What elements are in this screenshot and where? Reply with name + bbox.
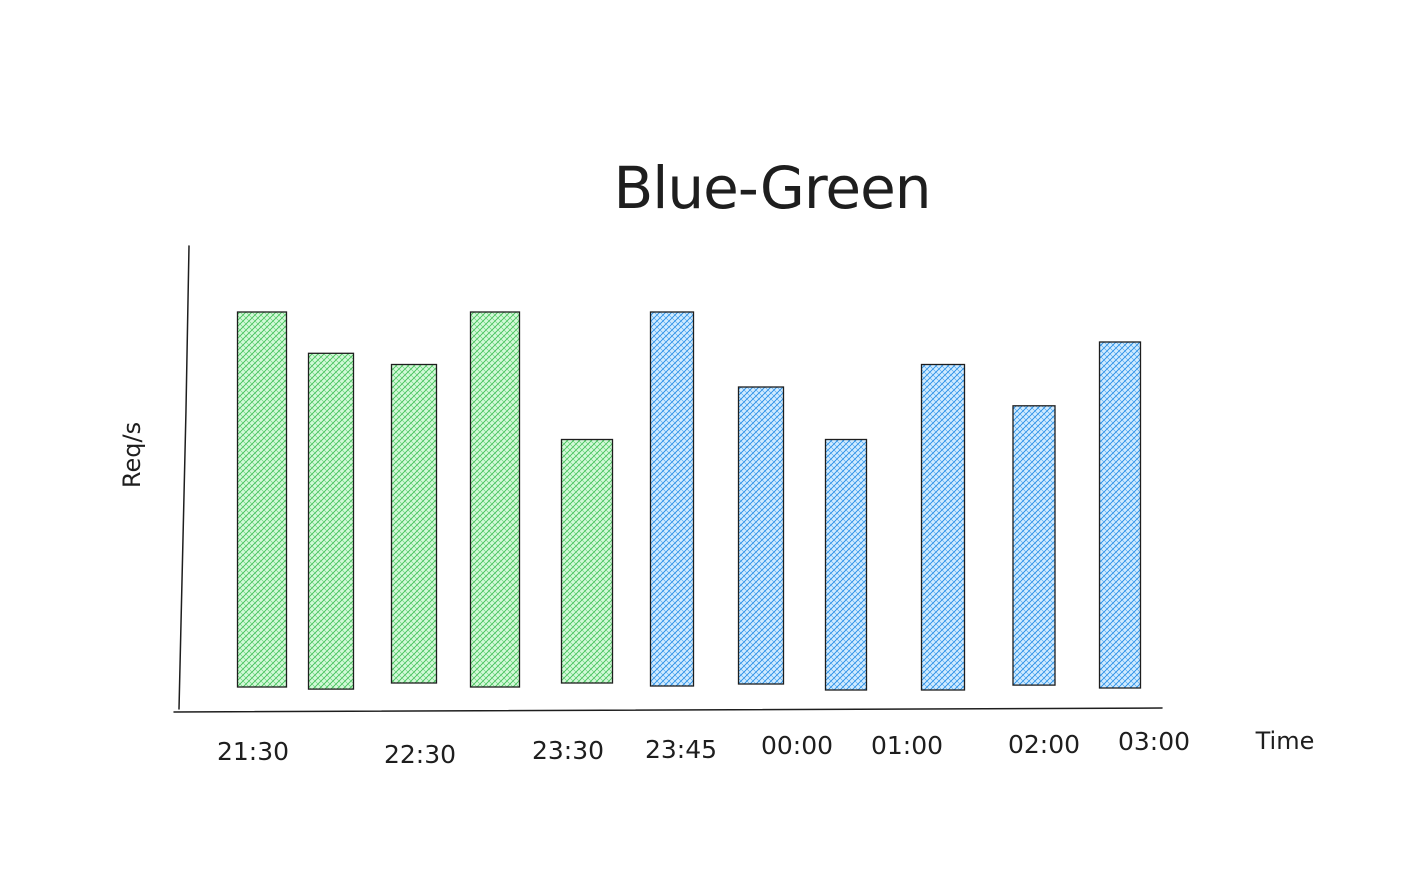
bar-2-green — [307, 352, 355, 690]
bars-layer — [236, 311, 1142, 691]
x-tick-label: 03:00 — [1118, 727, 1190, 756]
x-axis-label: Time — [1255, 727, 1315, 755]
x-tick-label: 22:30 — [384, 740, 456, 769]
bar-3-green — [390, 363, 438, 684]
x-tick-label: 21:30 — [217, 737, 289, 766]
y-axis-line — [178, 245, 190, 710]
x-axis-line — [173, 707, 1163, 713]
bar-9-blue — [920, 363, 966, 691]
x-tick-label: 01:00 — [871, 731, 943, 760]
x-tick-label: 23:45 — [645, 735, 717, 764]
x-tick-label: 02:00 — [1008, 730, 1080, 759]
bar-5-green — [560, 438, 614, 684]
bar-11-blue — [1098, 341, 1142, 689]
tick-labels: 21:30 22:30 23:30 23:45 00:00 01:00 02:00 03:00 — [217, 727, 1190, 769]
bar-8-blue — [824, 438, 868, 691]
y-axis-label: Req/s — [118, 422, 146, 488]
bar-4-green — [469, 311, 521, 688]
bar-7-blue — [737, 386, 785, 685]
x-tick-label: 00:00 — [761, 731, 833, 760]
chart-title: Blue-Green — [613, 154, 930, 222]
bar-6-blue — [649, 311, 695, 687]
bar-1-green — [236, 311, 288, 688]
x-tick-label: 23:30 — [532, 736, 604, 765]
bar-10-blue — [1012, 405, 1056, 686]
